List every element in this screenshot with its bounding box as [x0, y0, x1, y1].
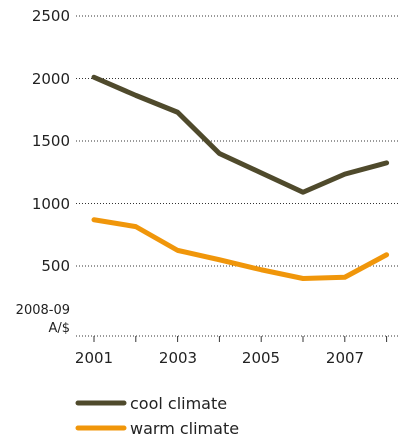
x-tick-label-2003: 2003 — [159, 349, 197, 367]
gridlines — [76, 15, 398, 337]
data-point-warm-climate-2005 — [260, 269, 262, 271]
data-point-warm-climate-2004 — [218, 259, 220, 261]
x-tick-marks — [93, 336, 388, 342]
legend: cool climate warm climate — [75, 394, 239, 438]
y-tick-label-1500: 1500 — [32, 132, 70, 150]
series-layer — [91, 74, 390, 281]
data-point-cool-climate-2003 — [177, 111, 179, 113]
data-point-cool-climate-2002 — [135, 94, 137, 96]
y-tick-label-2500: 2500 — [32, 7, 70, 25]
data-point-cool-climate-2007 — [344, 173, 346, 175]
data-point-cool-climate-2001 — [93, 76, 95, 78]
series-line-warm-climate — [91, 217, 390, 281]
y-tick-label-1000: 1000 — [32, 195, 70, 213]
y-axis-unit-line2: A/$ — [48, 321, 70, 336]
data-point-cool-climate-2005 — [260, 172, 262, 174]
data-point-warm-climate-2001 — [93, 219, 95, 221]
x-tick-label-2005: 2005 — [242, 349, 280, 367]
x-tick-labels: 2001 2003 2005 2007 — [75, 349, 364, 367]
legend-label-warm-climate: warm climate — [130, 419, 239, 438]
y-tick-labels: 2500 2000 1500 1000 500 — [32, 7, 70, 275]
data-point-warm-climate-2007 — [344, 276, 346, 278]
data-point-warm-climate-2008 — [386, 254, 388, 256]
x-tick-label-2007: 2007 — [326, 349, 364, 367]
y-tick-label-2000: 2000 — [32, 70, 70, 88]
data-point-warm-climate-2003 — [177, 249, 179, 251]
data-point-cool-climate-2006 — [302, 191, 304, 193]
y-axis-unit-line1: 2008-09 — [16, 303, 70, 318]
data-point-warm-climate-2002 — [135, 226, 137, 228]
legend-label-cool-climate: cool climate — [130, 394, 227, 413]
series-line-cool-climate — [91, 74, 390, 195]
y-tick-label-500: 500 — [41, 257, 70, 275]
x-tick-label-2001: 2001 — [75, 349, 113, 367]
data-point-cool-climate-2004 — [218, 153, 220, 154]
data-point-warm-climate-2006 — [302, 278, 304, 279]
data-point-cool-climate-2008 — [386, 162, 388, 164]
